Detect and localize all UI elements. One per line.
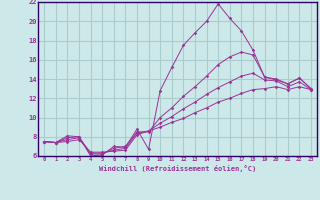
X-axis label: Windchill (Refroidissement éolien,°C): Windchill (Refroidissement éolien,°C)	[99, 165, 256, 172]
